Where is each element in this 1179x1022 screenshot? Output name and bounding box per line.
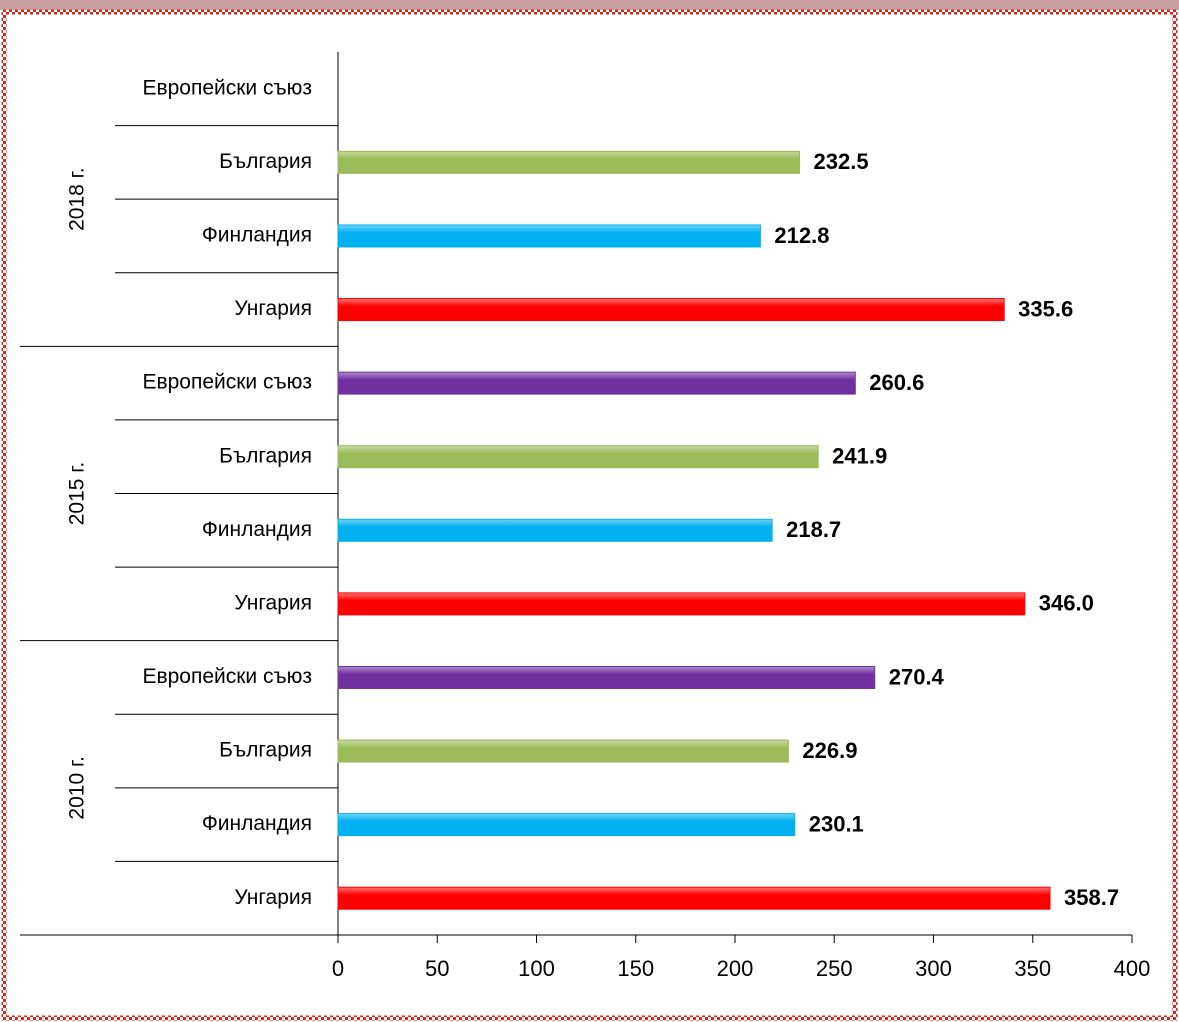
category-label: Европейски съюз <box>142 665 312 688</box>
x-tick-label: 200 <box>717 956 754 981</box>
category-label: България <box>219 150 312 173</box>
bar <box>337 371 856 395</box>
value-label: 358.7 <box>1064 885 1119 910</box>
bar <box>337 298 1005 322</box>
category-label: Унгария <box>234 886 312 909</box>
top-band <box>0 0 1179 10</box>
x-tick-label: 150 <box>617 956 654 981</box>
value-label: 218.7 <box>786 517 841 542</box>
x-tick-label: 300 <box>915 956 952 981</box>
bar <box>337 813 796 837</box>
value-label: 346.0 <box>1039 591 1094 616</box>
category-label: България <box>219 444 312 467</box>
frame <box>1 9 1178 1021</box>
value-label: 335.6 <box>1018 296 1073 321</box>
category-label: България <box>219 739 312 762</box>
category-label: Финландия <box>202 518 312 541</box>
x-tick-label: 50 <box>425 956 449 981</box>
x-tick-label: 0 <box>332 956 344 981</box>
bar <box>337 665 876 689</box>
value-label: 232.5 <box>814 149 869 174</box>
group-label: 2018 г. <box>66 167 89 230</box>
value-label: 260.6 <box>869 370 924 395</box>
value-label: 241.9 <box>832 444 887 469</box>
x-tick-label: 400 <box>1114 956 1151 981</box>
category-label: Унгария <box>234 297 312 320</box>
x-tick-label: 250 <box>816 956 853 981</box>
value-label: 270.4 <box>889 664 945 689</box>
x-tick-label: 350 <box>1014 956 1051 981</box>
bar <box>337 445 819 469</box>
x-tick-label: 100 <box>518 956 555 981</box>
group-label: 2010 г. <box>66 756 89 819</box>
category-label: Финландия <box>202 224 312 247</box>
bar <box>337 150 801 174</box>
category-label: Финландия <box>202 812 312 835</box>
value-label: 226.9 <box>802 738 857 763</box>
bar <box>337 739 789 763</box>
category-label: Унгария <box>234 591 312 614</box>
value-label: 230.1 <box>809 811 864 836</box>
value-label: 212.8 <box>774 223 829 248</box>
bar <box>337 886 1051 910</box>
category-label: Европейски съюз <box>142 371 312 394</box>
bar <box>337 224 761 248</box>
bar <box>337 518 773 542</box>
category-label: Европейски съюз <box>142 76 312 99</box>
bar <box>337 592 1026 616</box>
group-label: 2015 г. <box>66 462 89 525</box>
